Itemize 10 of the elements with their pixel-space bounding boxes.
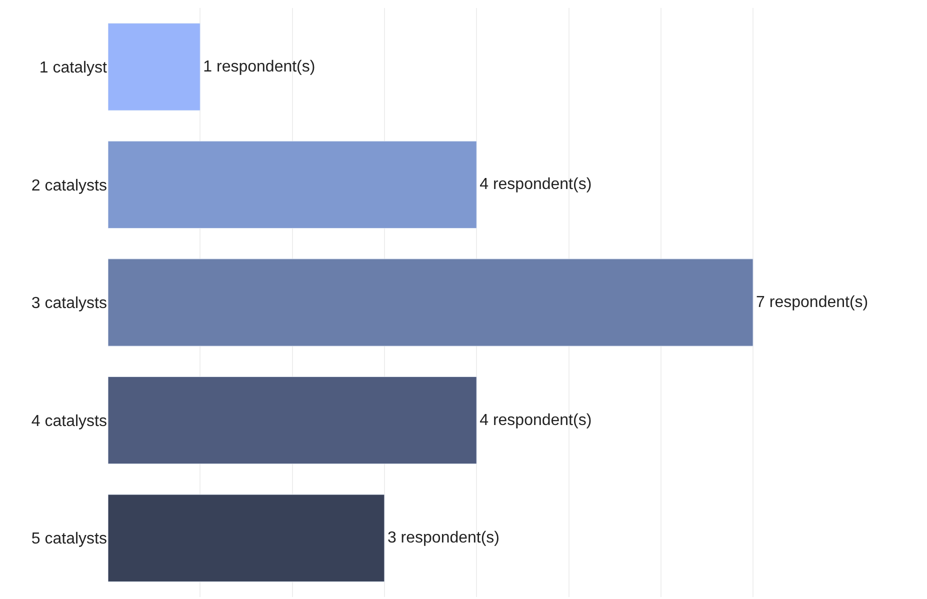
data-label: 1 respondent(s) — [203, 58, 316, 76]
data-label: 7 respondent(s) — [756, 294, 868, 311]
y-tick-label: 1 catalyst — [39, 60, 108, 76]
data-label: 4 respondent(s) — [480, 176, 592, 194]
data-label: 4 respondent(s) — [480, 412, 592, 429]
y-tick-label: 4 catalysts — [31, 412, 107, 430]
y-tick-label: 3 catalysts — [31, 295, 107, 312]
y-tick-label: 2 catalysts — [31, 177, 107, 194]
data-label: 3 respondent(s) — [387, 530, 500, 547]
y-tick-label: 5 catalysts — [31, 530, 107, 548]
